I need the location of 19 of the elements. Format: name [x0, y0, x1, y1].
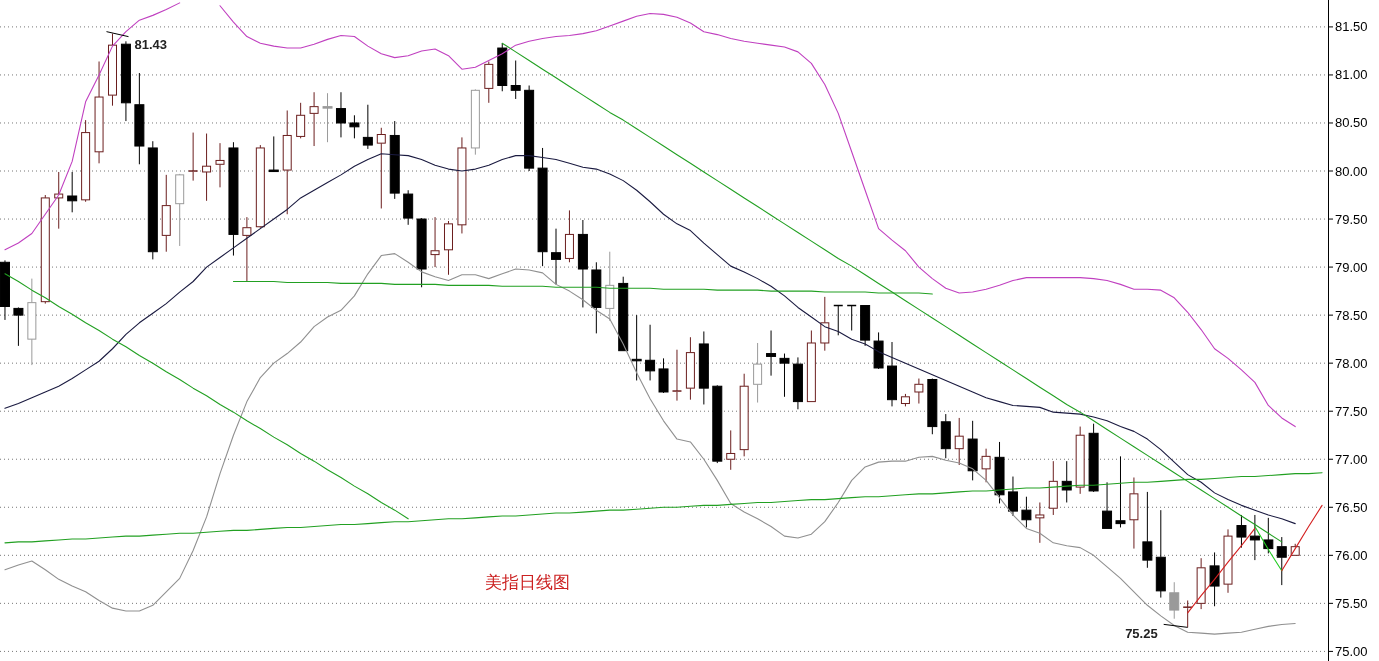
y-tick-label: 81.00 — [1335, 67, 1368, 83]
y-tick-label: 78.00 — [1335, 355, 1368, 371]
annotation: 81.43 — [134, 37, 168, 53]
y-tick-label: 77.00 — [1335, 451, 1368, 467]
y-tick-label: 79.50 — [1335, 211, 1368, 227]
y-tick-label: 78.50 — [1335, 307, 1368, 323]
annotation: 81.43 — [106, 31, 168, 53]
y-tick-label: 75.00 — [1335, 643, 1368, 659]
y-tick-label: 77.50 — [1335, 403, 1368, 419]
annotation: 75.25 — [1125, 625, 1158, 641]
y-tick-label: 80.50 — [1335, 115, 1368, 131]
y-tick-label: 79.00 — [1335, 259, 1368, 275]
annotation: 美指日线图 — [485, 572, 570, 592]
y-tick-label: 76.50 — [1335, 499, 1368, 515]
y-tick-label: 76.00 — [1335, 547, 1368, 563]
y-tick-label: 75.50 — [1335, 595, 1368, 611]
y-tick-label: 81.50 — [1335, 19, 1368, 35]
y-tick-label: 80.00 — [1335, 163, 1368, 179]
annotation: 75.25 — [1125, 623, 1189, 641]
